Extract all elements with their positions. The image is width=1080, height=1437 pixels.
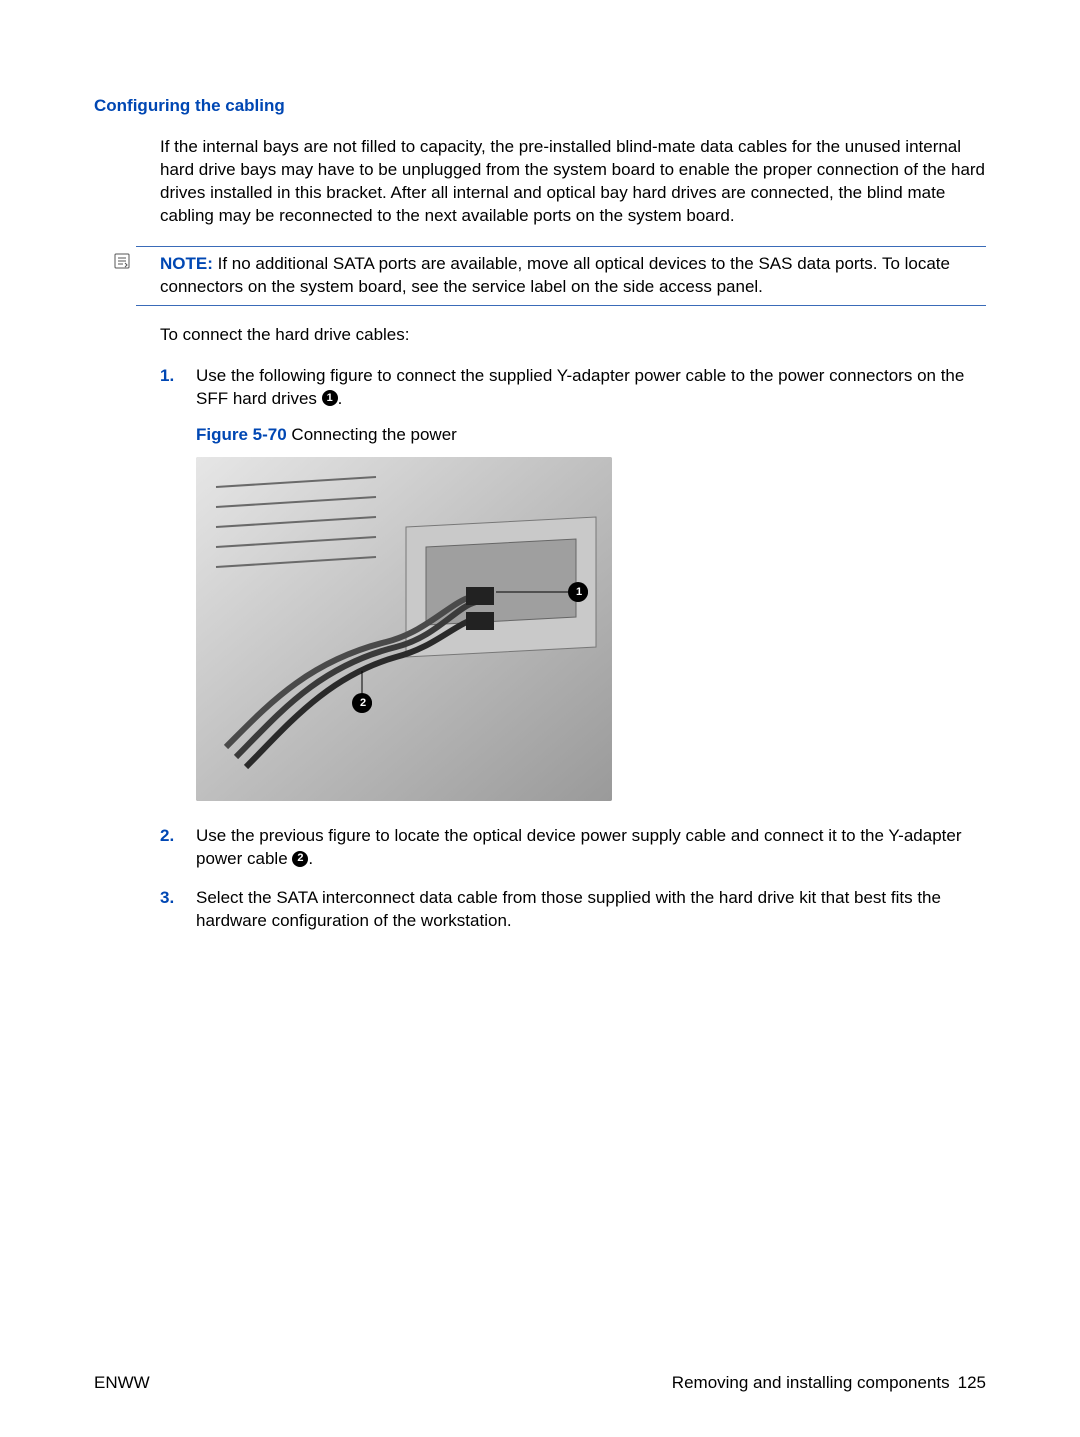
footer-left: ENWW — [94, 1373, 150, 1393]
list-item: 1. Use the following figure to connect t… — [160, 365, 986, 802]
step-text: Select the SATA interconnect data cable … — [196, 888, 941, 930]
list-item: 2. Use the previous figure to locate the… — [160, 825, 986, 871]
step-text: Use the following figure to connect the … — [196, 366, 964, 408]
callout-marker-2: 2 — [292, 851, 308, 867]
step-text-after: . — [308, 849, 313, 868]
figure-illustration — [196, 457, 612, 801]
list-number: 1. — [160, 365, 196, 802]
lead-in-text: To connect the hard drive cables: — [160, 324, 986, 347]
step-text-after: . — [338, 389, 343, 408]
note-icon — [114, 253, 130, 275]
figure-label: Figure 5-70 — [196, 425, 287, 444]
note-box: NOTE: If no additional SATA ports are av… — [136, 246, 986, 306]
note-text: If no additional SATA ports are availabl… — [160, 254, 950, 296]
figure-caption: Figure 5-70 Connecting the power — [196, 424, 986, 447]
page-footer: ENWW Removing and installing components 1… — [94, 1373, 986, 1393]
list-number: 2. — [160, 825, 196, 871]
page-number: 125 — [958, 1373, 986, 1392]
intro-paragraph: If the internal bays are not filled to c… — [160, 136, 986, 228]
callout-marker-1: 1 — [322, 390, 338, 406]
figure-image: 1 2 — [196, 457, 612, 801]
ordered-list: 1. Use the following figure to connect t… — [160, 365, 986, 934]
note-label: NOTE: — [160, 254, 213, 273]
list-item: 3. Select the SATA interconnect data cab… — [160, 887, 986, 933]
footer-section-title: Removing and installing components — [672, 1373, 950, 1392]
figure-caption-text: Connecting the power — [287, 425, 457, 444]
section-heading: Configuring the cabling — [94, 96, 986, 116]
list-number: 3. — [160, 887, 196, 933]
